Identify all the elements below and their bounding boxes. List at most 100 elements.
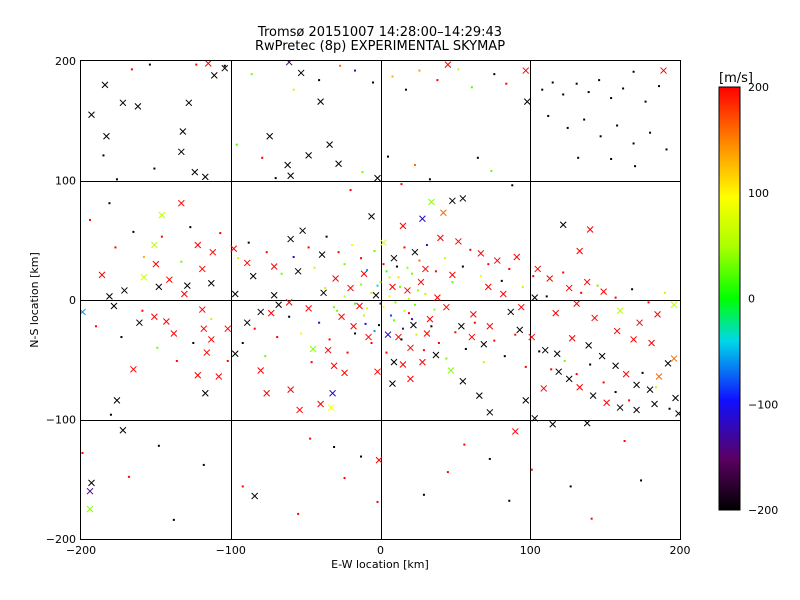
data-point-cross [531,414,539,422]
data-point-cross [541,346,549,354]
data-point-cross [285,61,293,66]
data-point-dot [276,336,279,339]
data-point-dot [310,361,313,364]
data-point-cross [106,293,113,300]
data-point-dot [634,165,637,168]
data-point-cross [110,302,118,310]
data-point-cross [585,342,593,349]
data-point-dot [628,399,631,402]
data-point-dot [425,244,428,247]
data-point-cross [86,487,94,495]
data-point-dot [337,251,340,254]
data-point-dot [265,251,268,254]
data-point-dot [148,63,151,66]
data-point-cross [598,352,606,360]
data-point-dot [395,265,398,268]
data-point-cross [477,250,485,257]
data-point-cross [243,319,251,327]
data-point-cross [215,373,223,380]
data-point-dot [482,361,485,364]
data-point-cross [374,368,381,376]
data-point-cross [332,275,339,282]
data-point-cross [249,272,257,280]
data-point-cross [407,375,414,383]
data-point-cross [589,392,597,399]
data-point-cross [347,284,354,292]
data-point-cross [583,278,591,286]
data-point-dot [280,272,283,275]
data-point-dot [250,73,253,76]
data-point-cross [121,287,128,294]
colorbar-unit-label: [m/s] [719,71,753,86]
chart-subtitle: RwPretec (8p) EXPERIMENTAL SKYMAP [255,39,505,54]
data-point-cross [152,260,160,268]
data-point-cross [374,174,381,182]
data-point-dot [288,315,291,318]
data-point-cross [185,99,193,107]
data-point-cross [540,385,548,392]
data-point-cross [231,350,239,358]
data-point-dot [354,302,357,305]
data-point-dot [610,97,613,100]
data-point-cross [546,275,554,282]
data-point-cross [384,331,392,339]
data-point-cross [341,369,348,377]
data-point-dot [562,93,565,96]
data-point-cross [284,161,292,169]
data-point-dot [385,351,388,354]
data-point-dot [292,255,295,258]
data-point-dot [180,260,183,263]
data-point-dot [406,266,409,269]
data-point-cross [365,333,372,341]
data-point-cross [209,248,217,256]
data-point-cross [475,392,483,399]
data-point-dot [649,131,652,134]
data-point-cross [309,345,317,353]
data-point-cross [155,283,163,291]
data-point-dot [241,485,244,488]
y-tick-labels: −200 −100 0 100 200 [46,55,76,546]
data-point-dot [658,85,661,88]
data-point-dot [379,302,382,305]
data-point-cross [434,294,441,301]
data-point-dot [664,291,667,294]
data-point-dot [580,291,583,294]
data-point-cross [224,325,232,333]
data-point-cross [459,377,467,385]
data-point-dot [457,68,460,71]
data-point-dot [487,263,490,266]
data-point-dot [428,178,431,181]
data-point-cross [305,305,312,312]
data-point-dot [577,156,580,159]
data-point-cross [136,319,143,327]
data-point-cross [468,333,476,341]
data-point-dot [210,318,213,321]
data-point-cross [194,371,202,379]
data-point-cross [296,406,303,414]
data-point-cross [600,288,607,295]
data-point-dot [622,87,625,90]
data-point-dot [413,163,416,166]
x-axis-label: E-W location [km] [331,558,429,571]
data-point-cross [207,336,215,343]
data-point-dot [156,346,159,349]
data-point-dot [223,64,226,67]
data-point-dot [631,288,634,291]
data-point-dot [434,270,437,273]
data-point-cross [480,340,488,348]
data-point-dot [386,155,389,158]
data-point-cross [670,301,678,309]
data-point-dot [109,413,112,416]
plot-frame [80,60,681,540]
data-point-cross [486,322,494,330]
data-point-dot [446,471,449,474]
data-point-cross [407,344,414,352]
data-point-dot [328,338,331,341]
data-point-dot [454,331,457,334]
data-point-cross [81,308,86,316]
data-point-dot [476,156,479,159]
data-point-cross [231,290,239,298]
data-point-dot [336,309,339,312]
data-point-dot [503,355,506,358]
data-point-cross [447,367,455,374]
